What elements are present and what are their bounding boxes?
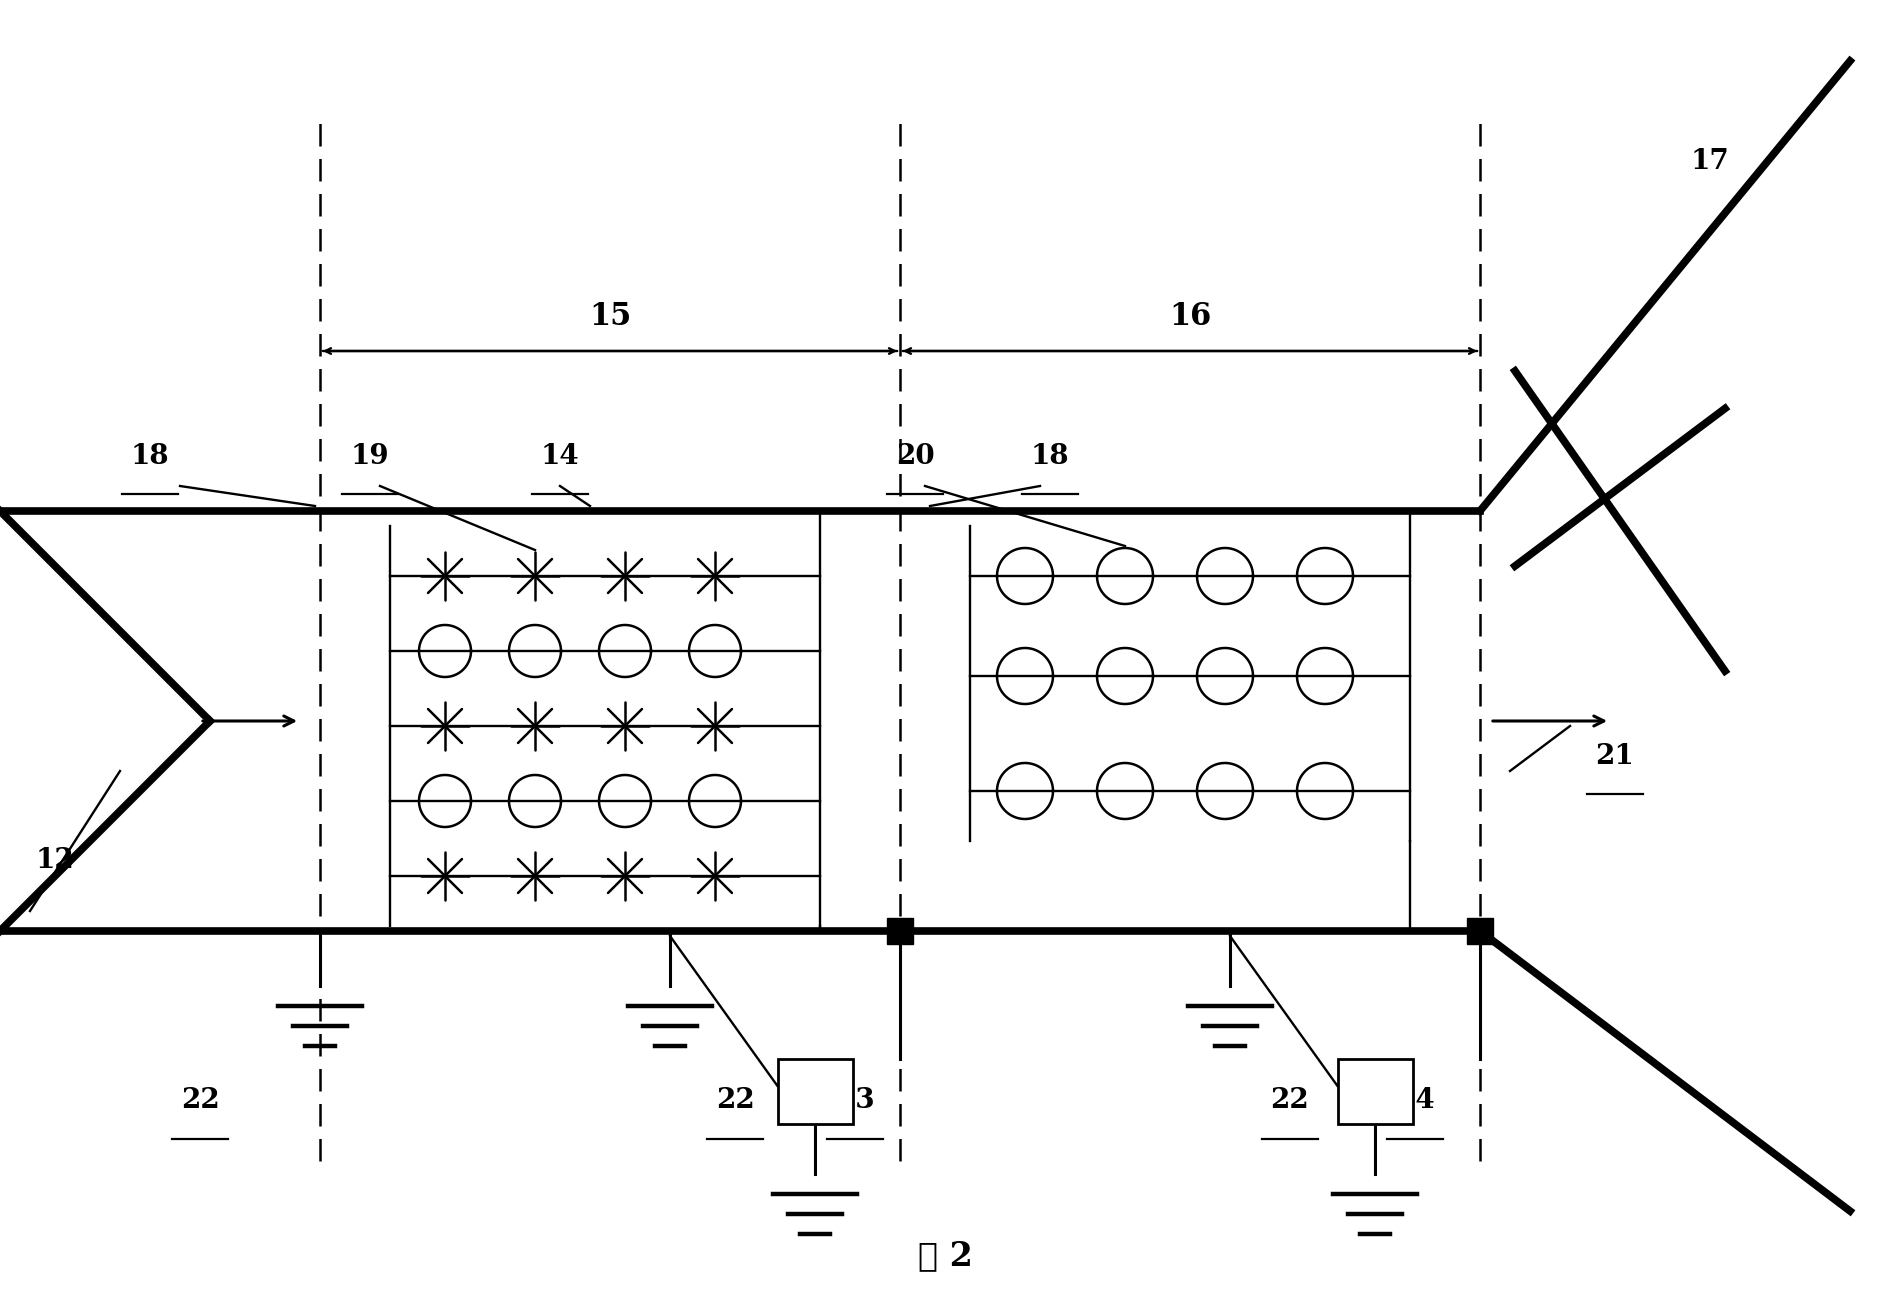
Bar (1337, 1058, 1413, 1124)
Text: 22: 22 (1271, 1088, 1309, 1114)
Bar (887, 918, 913, 944)
Text: 23: 23 (836, 1088, 874, 1114)
Text: 22: 22 (182, 1088, 219, 1114)
Text: 16: 16 (1169, 300, 1210, 332)
Text: 21: 21 (1596, 742, 1634, 770)
Text: 图 2: 图 2 (917, 1239, 974, 1273)
Bar (1467, 918, 1494, 944)
Text: 22: 22 (715, 1088, 755, 1114)
Text: 20: 20 (896, 443, 934, 469)
Text: 17: 17 (1691, 148, 1730, 174)
Text: 14: 14 (541, 443, 579, 469)
Text: 19: 19 (350, 443, 390, 469)
Text: 18: 18 (130, 443, 170, 469)
Text: 12: 12 (36, 847, 74, 874)
Text: 18: 18 (1031, 443, 1068, 469)
Text: 15: 15 (588, 300, 632, 332)
Bar (777, 1058, 853, 1124)
Text: 24: 24 (1396, 1088, 1433, 1114)
